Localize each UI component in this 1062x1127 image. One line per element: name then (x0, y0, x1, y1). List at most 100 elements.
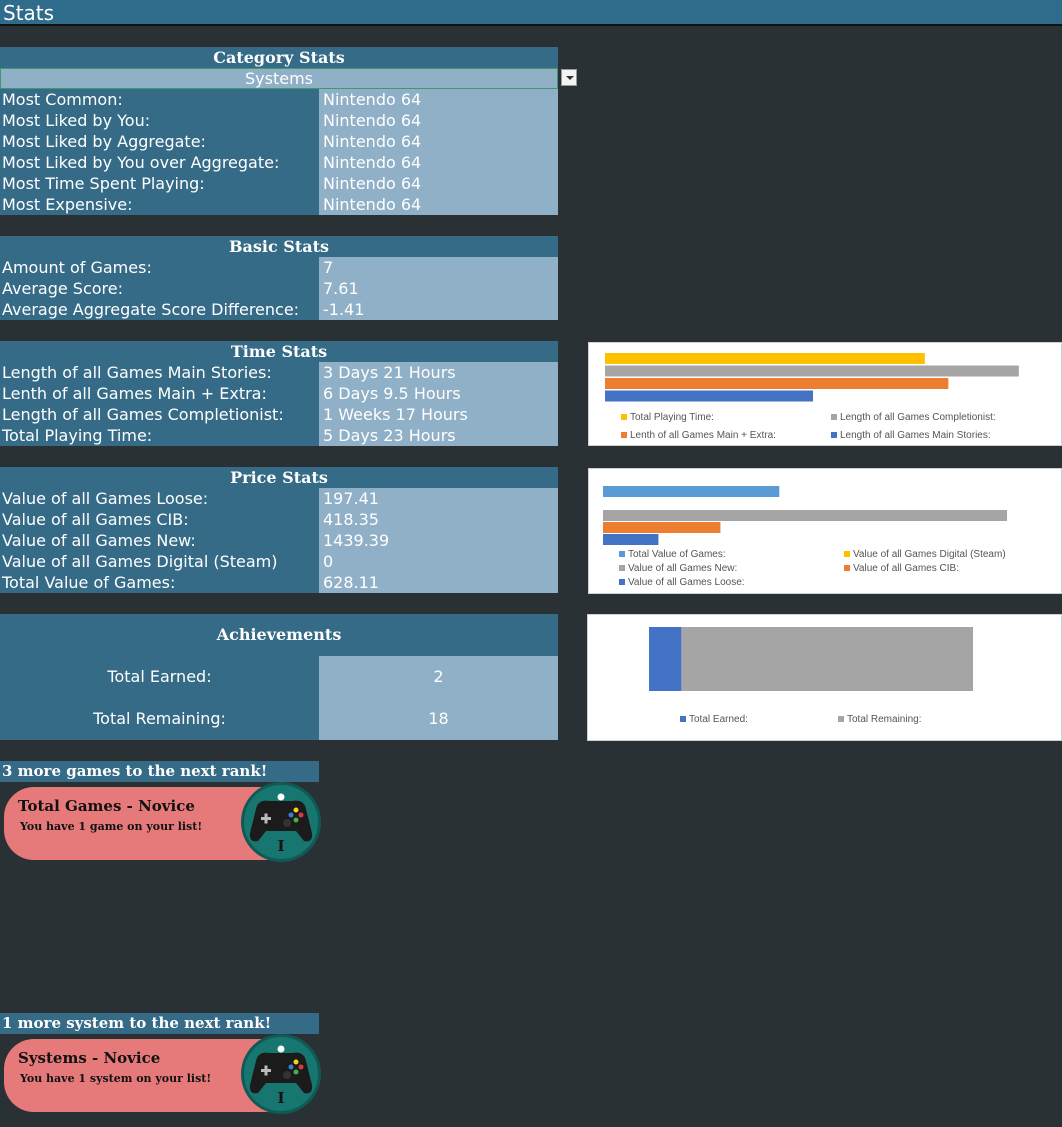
badge-title: Total Games - Novice (18, 797, 195, 815)
bar (603, 522, 721, 533)
controller-badge-systems: I (241, 1034, 321, 1114)
stat-label: Most Liked by You: (0, 110, 319, 131)
price-stats-section: Price Stats Value of all Games Loose: 19… (0, 467, 558, 593)
rank-heading-systems: 1 more system to the next rank! (0, 1013, 319, 1034)
bar (605, 390, 814, 402)
stat-label: Most Time Spent Playing: (0, 173, 319, 194)
price-row-loose: Value of all Games Loose: 197.41 (0, 488, 558, 509)
stat-value: 0 (319, 551, 558, 572)
legend-swatch (621, 432, 627, 438)
gamepad-icon (249, 793, 313, 842)
stat-label: Amount of Games: (0, 257, 319, 278)
legend-label: Total Remaining: (847, 714, 921, 725)
legend-swatch (619, 579, 625, 585)
achievements-chart[interactable]: Total Earned: Total Remaining: (587, 614, 1062, 741)
category-row-most-common: Most Common: Nintendo 64 (0, 89, 558, 110)
category-row-most-time-spent: Most Time Spent Playing: Nintendo 64 (0, 173, 558, 194)
basic-row-aggregate-diff: Average Aggregate Score Difference: -1.4… (0, 299, 558, 320)
stat-value: 418.35 (319, 509, 558, 530)
rank-numeral: I (277, 1089, 285, 1107)
stat-value: 628.11 (319, 572, 558, 593)
achievements-chart-svg: Total Earned: Total Remaining: (649, 627, 973, 725)
legend-swatch (844, 551, 850, 557)
legend-label: Value of all Games Digital (Steam) (853, 549, 1006, 560)
price-stats-header: Price Stats (0, 467, 558, 488)
controller-badge-games: I (241, 782, 321, 862)
time-row-main-stories: Length of all Games Main Stories: 3 Days… (0, 362, 558, 383)
stat-label: Total Playing Time: (0, 425, 319, 446)
category-select[interactable]: Systems (0, 68, 577, 89)
stat-value: 6 Days 9.5 Hours (319, 383, 558, 404)
price-row-new: Value of all Games New: 1439.39 (0, 530, 558, 551)
stat-value: 3 Days 21 Hours (319, 362, 558, 383)
bar (605, 378, 949, 389)
legend-label: Length of all Games Completionist: (840, 412, 996, 423)
page-title: Stats (3, 1, 55, 25)
legend-label: Lenth of all Games Main + Extra: (630, 430, 776, 441)
basic-row-amount: Amount of Games: 7 (0, 257, 558, 278)
stat-value: 1439.39 (319, 530, 558, 551)
achievements-header: Achievements (0, 614, 558, 656)
dropdown-arrow-icon[interactable] (561, 69, 577, 86)
stat-value: Nintendo 64 (319, 89, 558, 110)
basic-stats-section: Basic Stats Amount of Games: 7 Average S… (0, 236, 558, 320)
stat-label: Value of all Games New: (0, 530, 319, 551)
rank-heading-games: 3 more games to the next rank! (0, 761, 319, 782)
price-row-digital: Value of all Games Digital (Steam) 0 (0, 551, 558, 572)
stat-label: Length of all Games Completionist: (0, 404, 319, 425)
stat-value: -1.41 (319, 299, 558, 320)
time-stats-header: Time Stats (0, 341, 558, 362)
legend-swatch (680, 716, 686, 722)
legend-swatch (831, 432, 837, 438)
legend-label: Value of all Games New: (628, 563, 737, 574)
bar (605, 365, 1019, 377)
basic-stats-header: Basic Stats (0, 236, 558, 257)
stat-value: 7 (319, 257, 558, 278)
stat-value: Nintendo 64 (319, 173, 558, 194)
rank-badge-systems: Systems - Novice You have 1 system on yo… (4, 1039, 274, 1112)
time-stats-section: Time Stats Length of all Games Main Stor… (0, 341, 558, 446)
bar (605, 353, 925, 364)
time-row-total-playing: Total Playing Time: 5 Days 23 Hours (0, 425, 558, 446)
stat-label: Most Liked by You over Aggregate: (0, 152, 319, 173)
category-stats-header: Category Stats (0, 47, 558, 68)
stat-value: 1 Weeks 17 Hours (319, 404, 558, 425)
basic-row-average-score: Average Score: 7.61 (0, 278, 558, 299)
stat-label: Value of all Games Digital (Steam) (0, 551, 319, 572)
category-row-most-expensive: Most Expensive: Nintendo 64 (0, 194, 558, 215)
legend-swatch (619, 565, 625, 571)
stat-label: Lenth of all Games Main + Extra: (0, 383, 319, 404)
badge-title: Systems - Novice (18, 1049, 161, 1067)
price-chart[interactable]: Total Value of Games: Value of all Games … (588, 468, 1062, 594)
legend-swatch (619, 551, 625, 557)
legend-swatch (621, 414, 627, 420)
legend-swatch (831, 414, 837, 420)
rank-numeral: I (277, 837, 285, 855)
stat-label: Average Aggregate Score Difference: (0, 299, 319, 320)
stat-label: Value of all Games Loose: (0, 488, 319, 509)
stat-value: Nintendo 64 (319, 194, 558, 215)
time-row-completionist: Length of all Games Completionist: 1 Wee… (0, 404, 558, 425)
bar (603, 486, 780, 497)
achievements-row-earned: Total Earned: 2 (0, 656, 558, 698)
legend-label: Value of all Games CIB: (853, 563, 959, 574)
stat-value: Nintendo 64 (319, 110, 558, 131)
title-bar: Stats (0, 0, 1062, 26)
category-select-value: Systems (245, 69, 313, 88)
stat-label: Length of all Games Main Stories: (0, 362, 319, 383)
stat-value: 2 (319, 656, 558, 698)
category-stats-section: Category Stats Systems Most Common: Nint… (0, 47, 577, 215)
stat-value: 18 (319, 698, 558, 740)
price-row-cib: Value of all Games CIB: 418.35 (0, 509, 558, 530)
achievements-row-remaining: Total Remaining: 18 (0, 698, 558, 740)
legend-label: Length of all Games Main Stories: (840, 430, 991, 441)
stat-label: Value of all Games CIB: (0, 509, 319, 530)
bar (649, 627, 682, 691)
stat-value: Nintendo 64 (319, 152, 558, 173)
rank-badge-games: Total Games - Novice You have 1 game on … (4, 787, 274, 860)
legend-label: Total Playing Time: (630, 412, 714, 423)
stat-label: Most Liked by Aggregate: (0, 131, 319, 152)
time-chart[interactable]: Total Playing Time: Length of all Games C… (588, 342, 1062, 446)
gamepad-icon (249, 1045, 313, 1094)
price-row-total: Total Value of Games: 628.11 (0, 572, 558, 593)
